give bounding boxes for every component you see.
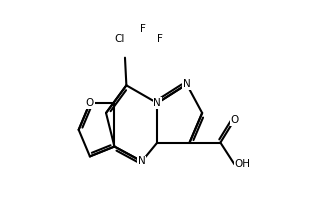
Text: F: F xyxy=(140,24,146,34)
Text: N: N xyxy=(153,98,161,108)
Text: OH: OH xyxy=(234,159,250,169)
Text: N: N xyxy=(183,79,191,89)
Text: N: N xyxy=(138,156,146,166)
Text: O: O xyxy=(230,115,239,125)
Text: Cl: Cl xyxy=(114,34,124,44)
Text: F: F xyxy=(157,34,163,44)
Text: O: O xyxy=(86,98,94,108)
